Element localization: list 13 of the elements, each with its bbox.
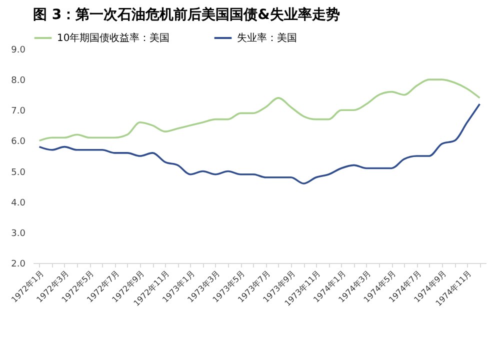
line-series (38, 78, 481, 142)
y-tick-label: 4.0 (11, 198, 26, 208)
y-tick-label: 7.0 (11, 106, 26, 117)
chart-title: 图 3：第一次石油危机前后美国国债&失业率走势 (33, 6, 340, 23)
y-tick-label: 3.0 (11, 228, 26, 239)
legend-label: 失业率：美国 (237, 32, 297, 44)
legend-label: 10年期国债收益率：美国 (57, 32, 170, 44)
line-series (38, 103, 481, 184)
y-tick-label: 2.0 (11, 260, 26, 270)
y-tick-label: 6.0 (11, 137, 26, 148)
y-tick-label: 8.0 (11, 76, 26, 86)
y-tick-label: 9.0 (11, 46, 26, 56)
y-tick-label: 5.0 (11, 168, 26, 178)
